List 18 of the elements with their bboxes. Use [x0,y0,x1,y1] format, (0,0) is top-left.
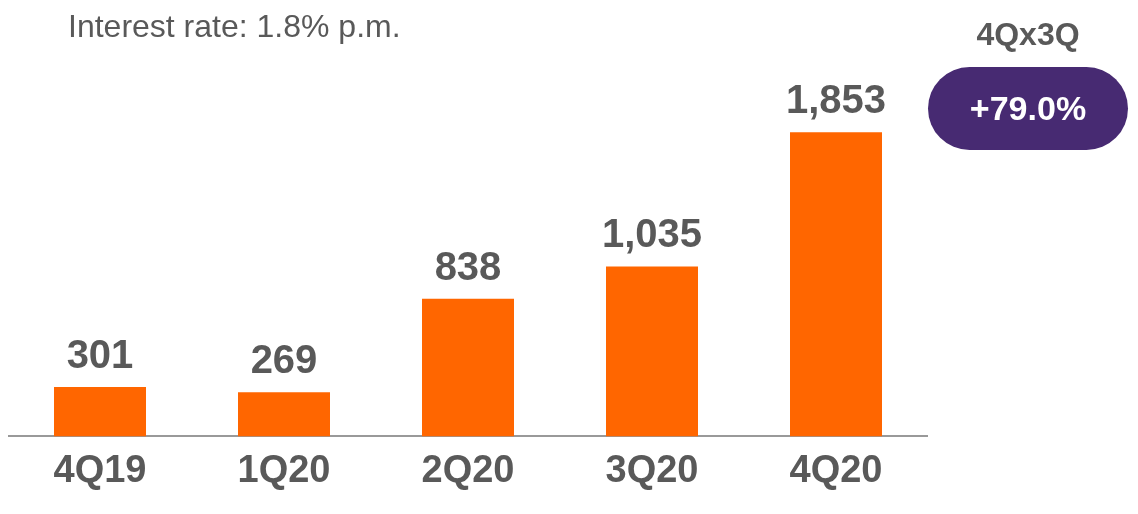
bar [790,132,882,437]
data-label: 301 [66,332,134,377]
chart-title: Interest rate: 1.8% p.m. [68,8,401,45]
data-label: 1,035 [601,211,703,256]
x-tick-label: 4Q20 [789,447,883,490]
bar [422,298,514,437]
x-tick-label: 4Q19 [53,447,147,490]
bar [238,392,330,437]
bar [606,266,698,437]
text: 4Qx3Q [975,16,1081,53]
x-tick-label: 2Q20 [421,447,515,490]
data-label: 838 [434,243,502,288]
pill-badge: +79.0% [928,67,1128,150]
data-label: 269 [250,337,318,382]
data-label: 1,853 [785,77,887,122]
bar [54,386,146,437]
x-tick-label: 1Q20 [237,447,331,490]
x-tick-label: 3Q20 [605,447,699,490]
